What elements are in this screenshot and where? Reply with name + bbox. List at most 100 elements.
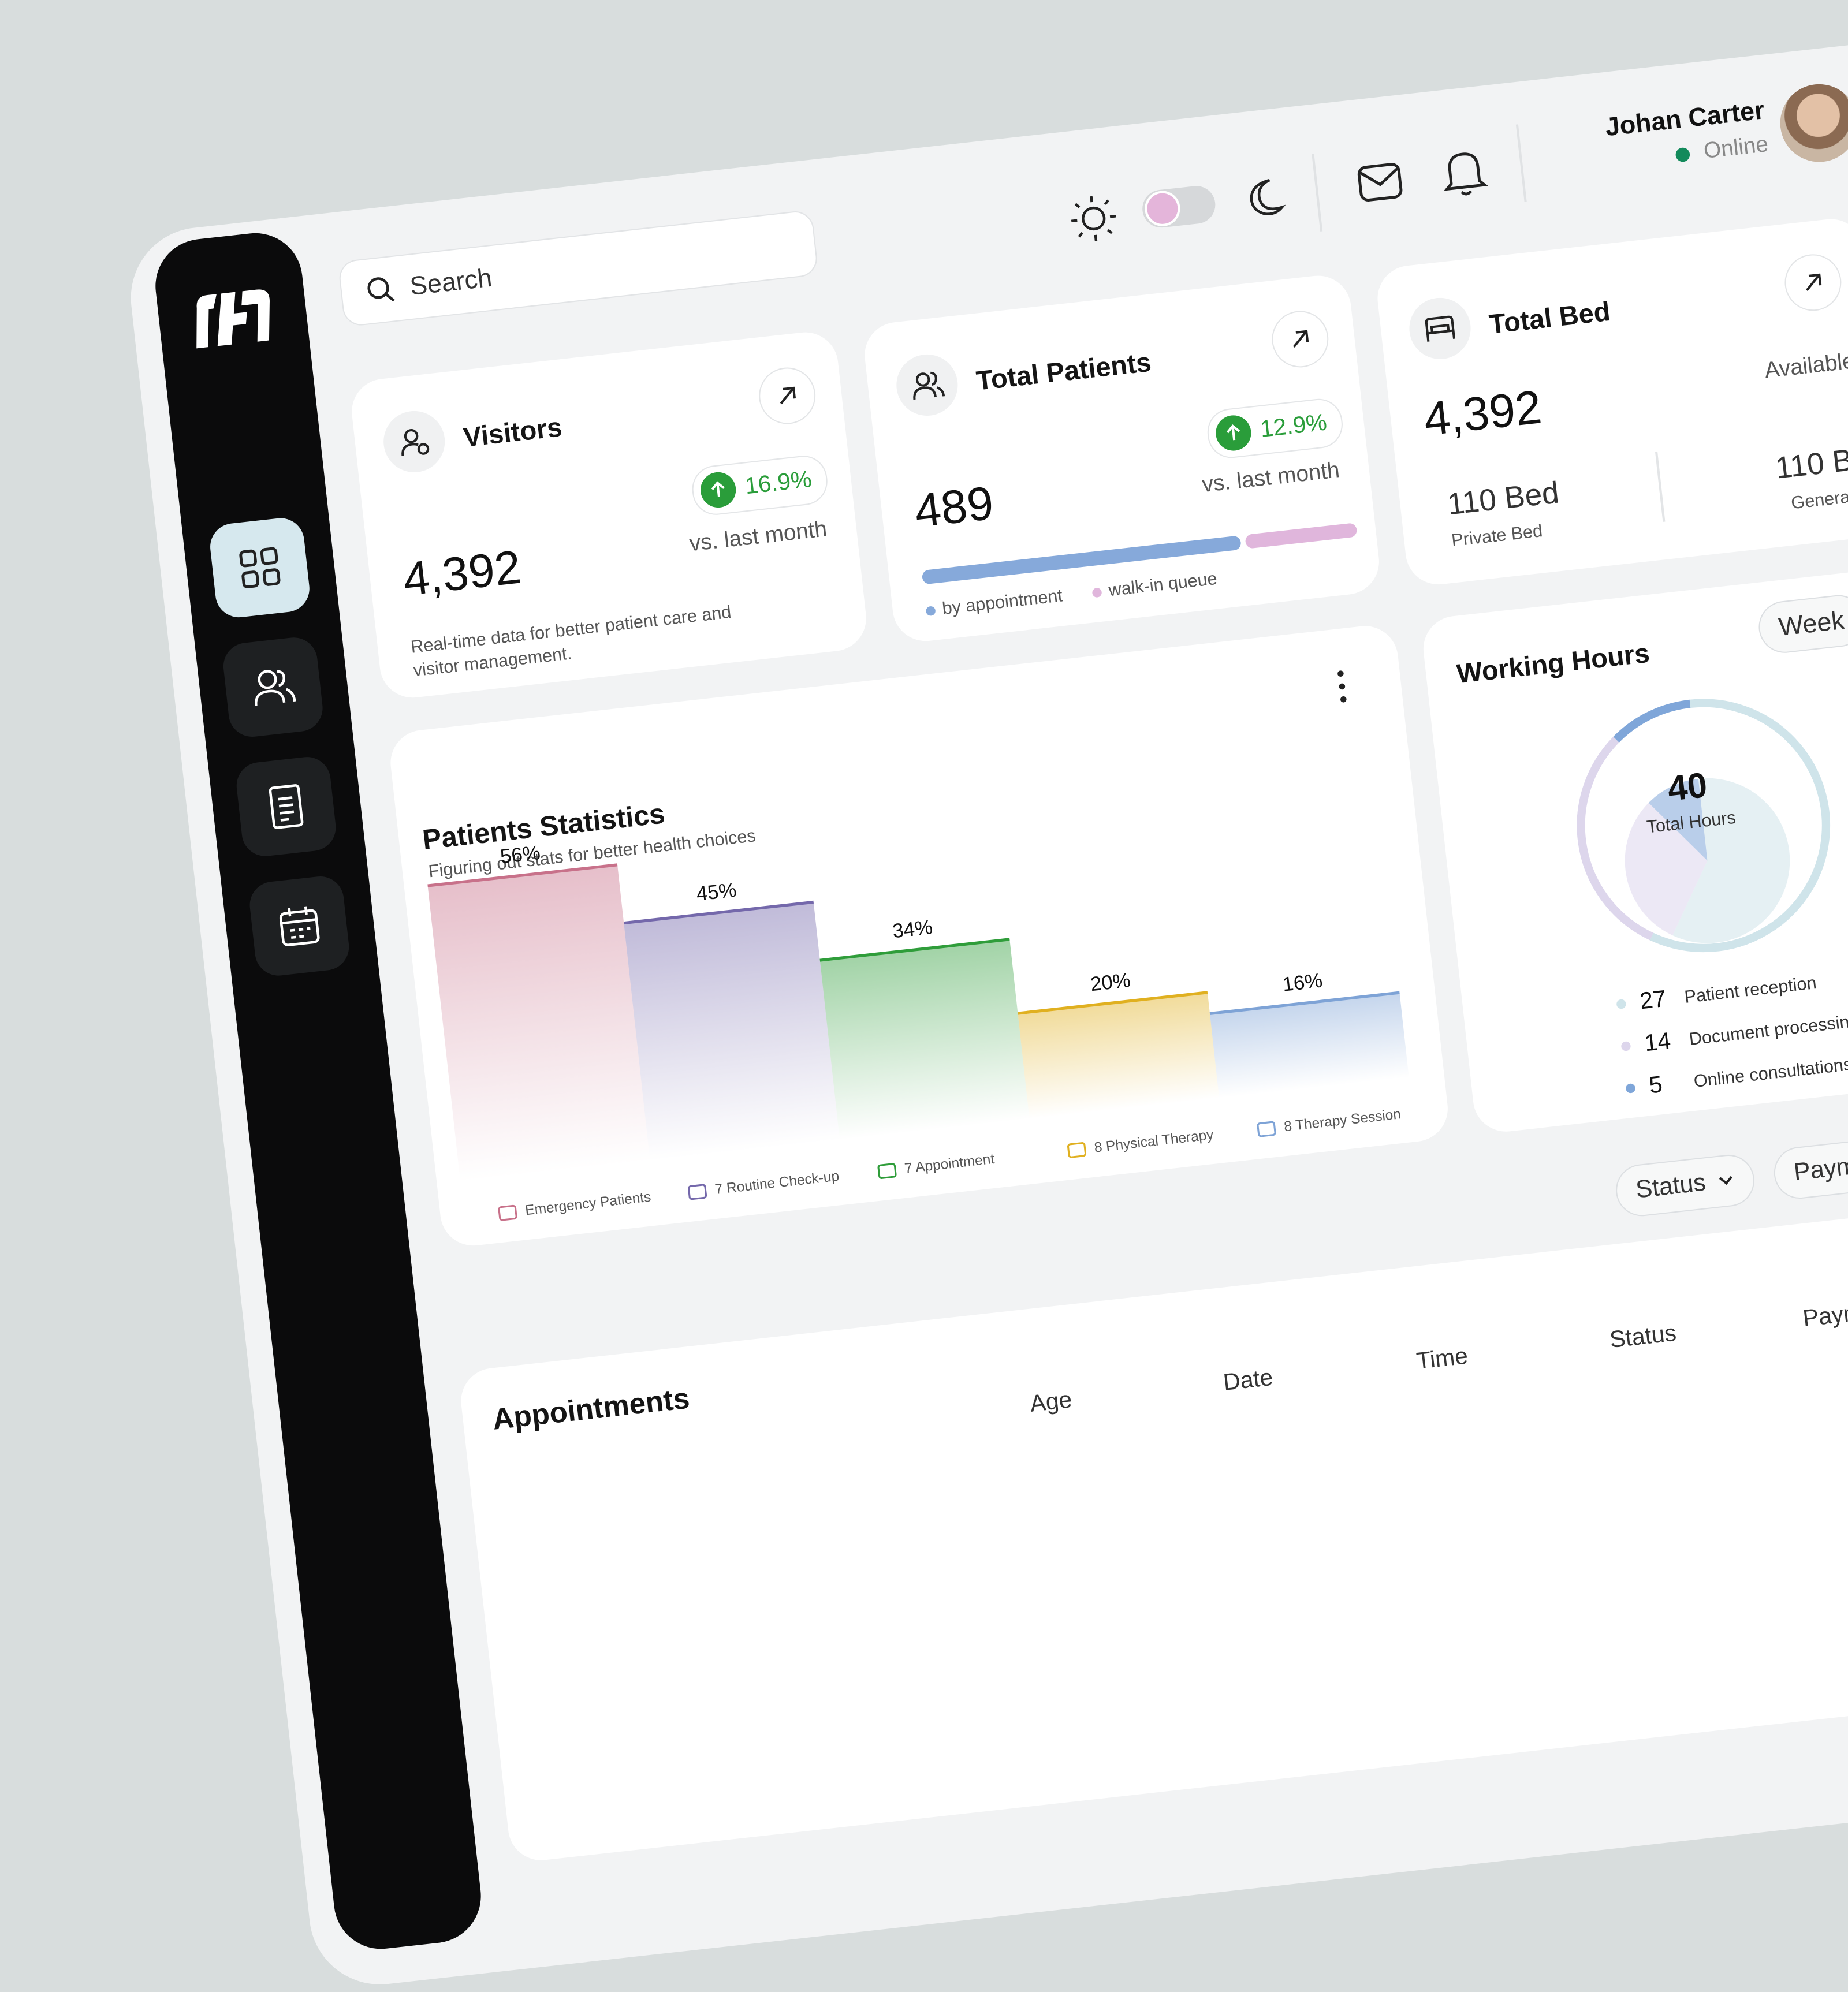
visitors-value: 4,392 — [400, 542, 524, 606]
divider — [1515, 124, 1527, 202]
bar-value-label: 20% — [1089, 969, 1131, 995]
patients-comparison: vs. last month — [1201, 458, 1341, 498]
visitors-card: Visitors 16.9% 4,392 vs. last month Real… — [348, 329, 870, 702]
bar-top — [1018, 991, 1208, 1015]
total-bed-card: Total Bed 4,392 Available 110 Bed Privat… — [1374, 215, 1848, 588]
visitors-change: 16.9% — [690, 453, 830, 517]
status-filter[interactable]: Status — [1613, 1152, 1757, 1219]
donut-segment — [1650, 699, 1831, 953]
legend-value: 27 — [1638, 986, 1668, 1014]
patients-change-text: 12.9% — [1258, 409, 1328, 443]
user-avatar[interactable] — [1776, 80, 1848, 166]
legend-label: Patient reception — [1683, 972, 1818, 1008]
column-header: Age — [1029, 1387, 1074, 1418]
search-placeholder: Search — [408, 262, 494, 301]
total-patients-card: Total Patients 12.9% 489 vs. last month … — [861, 272, 1383, 645]
patients-open[interactable] — [1269, 308, 1332, 371]
sidebar — [150, 228, 486, 1954]
mail-icon[interactable] — [1354, 159, 1406, 206]
bar-value-label: 34% — [892, 916, 934, 942]
category-label: 7 Routine Check-up — [714, 1169, 840, 1198]
light-mode-icon[interactable] — [1065, 190, 1122, 247]
category-label: Emergency Patients — [524, 1189, 652, 1218]
appointments-card: Appointments Age Date Time Status Payment — [457, 1191, 1848, 1864]
category-label: 7 Appointment — [904, 1151, 996, 1177]
theme-toggle[interactable] — [1140, 184, 1217, 230]
table-header: Age Date Time Status Payment — [467, 1273, 1848, 1489]
bar-value-label: 16% — [1281, 969, 1324, 995]
dark-mode-icon[interactable] — [1243, 174, 1290, 221]
visitors-icon — [380, 408, 448, 476]
nav-documents[interactable] — [234, 754, 338, 859]
bar-top — [819, 938, 1010, 962]
payment-filter-text: Payment — [1792, 1148, 1848, 1187]
search-box[interactable]: Search — [337, 209, 819, 327]
nav-patients[interactable] — [221, 635, 325, 740]
nav-calendar[interactable] — [247, 874, 352, 978]
status-filter-text: Status — [1634, 1169, 1708, 1204]
donut-wedge — [1625, 803, 1708, 936]
bar-top — [427, 863, 618, 887]
general-bed-label: General Bed — [1790, 483, 1848, 514]
page: { "search": {"placeholder": "Search"}, "… — [124, 16, 1848, 1992]
bed-title: Total Bed — [1487, 296, 1612, 340]
private-bed-label: Private Bed — [1450, 521, 1544, 551]
visitors-description: Real-time data for better patient care a… — [409, 602, 732, 681]
patients-title: Total Patients — [974, 346, 1153, 396]
legend-dot — [1616, 998, 1627, 1009]
bed-icon — [1406, 294, 1474, 363]
column-header: Time — [1415, 1343, 1470, 1375]
bar-top — [623, 900, 814, 925]
category-label: 8 Physical Therapy — [1093, 1127, 1214, 1156]
working-hours-card: Working Hours Week 40 Total Hours 27 Pati… — [1419, 565, 1848, 1135]
column-header: Date — [1222, 1365, 1275, 1397]
bar-value-label: 45% — [695, 879, 737, 905]
patients-value: 489 — [912, 478, 996, 538]
bed-available: Available — [1763, 349, 1848, 384]
bar-top — [1209, 991, 1400, 1016]
legend-label: Online consultations — [1693, 1054, 1848, 1092]
nav-dashboard[interactable] — [207, 516, 312, 620]
category-icon — [688, 1184, 707, 1200]
private-bed-value: 110 Bed — [1445, 474, 1561, 522]
donut-wedge — [1648, 778, 1708, 861]
donut-segment — [1613, 699, 1691, 743]
bar — [819, 939, 1030, 1140]
divider — [1312, 154, 1323, 232]
column-header: Status — [1608, 1320, 1678, 1354]
visitors-open[interactable] — [756, 364, 819, 427]
category-icon — [1257, 1121, 1276, 1137]
legend-walk-in: walk-in queue — [1091, 569, 1218, 602]
category-icon — [1067, 1142, 1087, 1158]
bar — [1209, 993, 1409, 1099]
bar-chart: 56% Emergency Patients 45% 7 Routine Check-… — [427, 842, 1409, 1221]
bar — [1018, 992, 1220, 1120]
visitors-title: Visitors — [461, 411, 564, 453]
patients-icon — [893, 351, 961, 419]
bed-open[interactable] — [1782, 251, 1845, 314]
dashboard: Search Johan Carter Online Visitors 16.9… — [124, 16, 1848, 1992]
legend-dot — [1620, 1040, 1631, 1051]
period-select[interactable]: Week — [1756, 592, 1848, 656]
bell-icon[interactable] — [1439, 145, 1489, 199]
category-icon — [877, 1163, 897, 1179]
bar — [427, 864, 650, 1182]
legend-appointment: by appointment — [925, 586, 1064, 621]
bar — [624, 902, 840, 1161]
donut-wedge — [1672, 778, 1790, 943]
walk-in-bar — [1245, 523, 1358, 549]
user-status-text: Online — [1702, 132, 1770, 165]
bar-value-label: 56% — [499, 842, 541, 868]
legend-value: 14 — [1643, 1028, 1672, 1057]
more-menu[interactable] — [1334, 668, 1350, 704]
statistics-card: Patients Statistics Figuring out stats f… — [387, 622, 1451, 1249]
visitors-comparison: vs. last month — [688, 517, 829, 557]
working-hours-title: Working Hours — [1455, 637, 1651, 689]
legend-dot — [1625, 1083, 1636, 1094]
legend-appointment-text: by appointment — [941, 585, 1064, 620]
visitors-change-text: 16.9% — [743, 466, 813, 499]
payment-filter[interactable]: Payment — [1771, 1135, 1848, 1202]
period-text: Week — [1777, 605, 1846, 642]
patients-change: 12.9% — [1205, 396, 1345, 461]
category-icon — [498, 1204, 517, 1221]
